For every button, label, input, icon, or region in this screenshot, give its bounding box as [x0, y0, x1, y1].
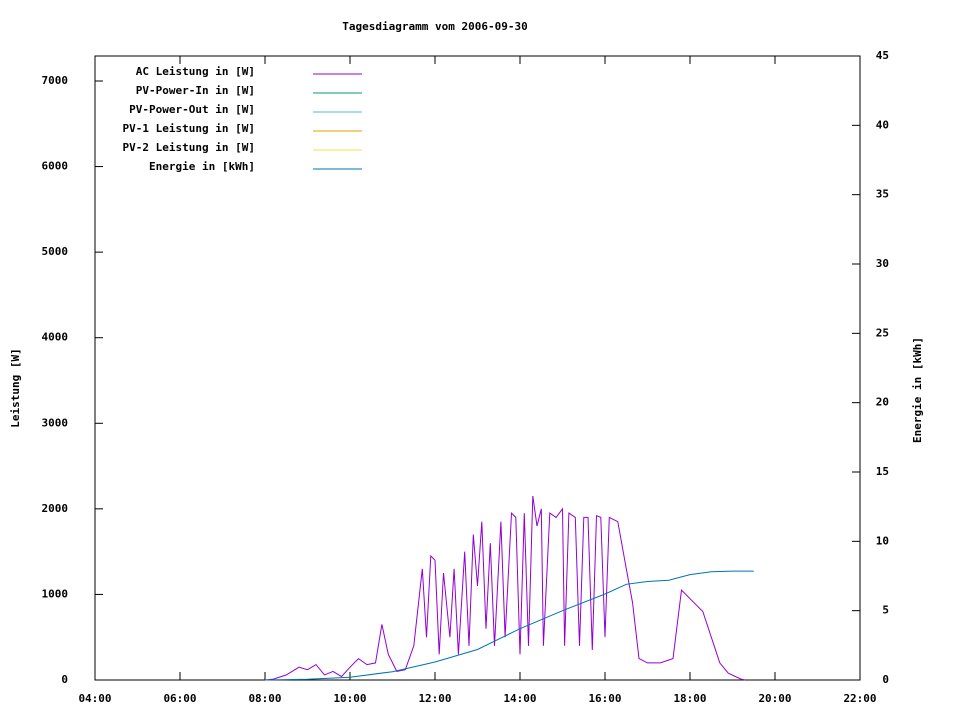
y2-tick-label: 5 — [882, 604, 889, 617]
legend-label: AC Leistung in [W] — [136, 65, 255, 78]
legend-label: PV-1 Leistung in [W] — [123, 122, 255, 135]
y2-tick-label: 10 — [876, 534, 889, 547]
legend-label: Energie in [kWh] — [149, 160, 255, 173]
y-tick-label: 7000 — [42, 74, 69, 87]
x-tick-label: 10:00 — [333, 692, 366, 705]
x-tick-label: 12:00 — [418, 692, 451, 705]
y-tick-label: 2000 — [42, 502, 69, 515]
y-tick-label: 3000 — [42, 416, 69, 429]
x-tick-label: 18:00 — [673, 692, 706, 705]
x-tick-label: 14:00 — [503, 692, 536, 705]
x-tick-label: 16:00 — [588, 692, 621, 705]
legend-label: PV-Power-Out in [W] — [129, 103, 255, 116]
y2-tick-label: 40 — [876, 118, 889, 131]
x-tick-label: 20:00 — [758, 692, 791, 705]
chart-title: Tagesdiagramm vom 2006-09-30 — [342, 20, 527, 33]
x-tick-label: 04:00 — [78, 692, 111, 705]
y-tick-label: 6000 — [42, 160, 69, 173]
y2-axis-label: Energie in [kWh] — [911, 337, 924, 443]
y-tick-label: 4000 — [42, 331, 69, 344]
y-tick-label: 1000 — [42, 587, 69, 600]
y2-tick-label: 0 — [882, 673, 889, 686]
legend-label: PV-2 Leistung in [W] — [123, 141, 255, 154]
y2-tick-label: 45 — [876, 49, 889, 62]
y-tick-label: 5000 — [42, 245, 69, 258]
y2-tick-label: 30 — [876, 257, 889, 270]
series-line — [264, 495, 746, 681]
y-axis-label: Leistung [W] — [9, 348, 22, 427]
series-line — [264, 570, 754, 681]
y2-tick-label: 20 — [876, 396, 889, 409]
legend-label: PV-Power-In in [W] — [136, 84, 255, 97]
plot-frame — [94, 55, 861, 681]
y2-tick-label: 15 — [876, 465, 889, 478]
y-tick-label: 0 — [61, 673, 68, 686]
x-tick-label: 06:00 — [163, 692, 196, 705]
x-tick-label: 08:00 — [248, 692, 281, 705]
y2-tick-label: 35 — [876, 188, 889, 201]
y2-tick-label: 25 — [876, 326, 889, 339]
x-tick-label: 22:00 — [843, 692, 876, 705]
